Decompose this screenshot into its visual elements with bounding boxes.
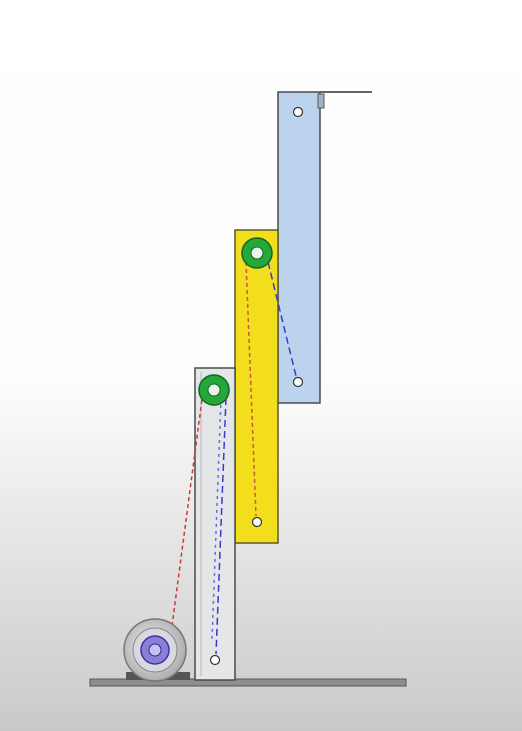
base-plate xyxy=(89,678,407,687)
blue-stage xyxy=(277,91,372,404)
yellow-stage xyxy=(234,229,279,544)
pulley-upper xyxy=(241,237,273,269)
motor xyxy=(123,618,190,682)
pulley-lower xyxy=(198,374,230,406)
gray-stage xyxy=(194,367,236,681)
cables xyxy=(171,261,297,655)
